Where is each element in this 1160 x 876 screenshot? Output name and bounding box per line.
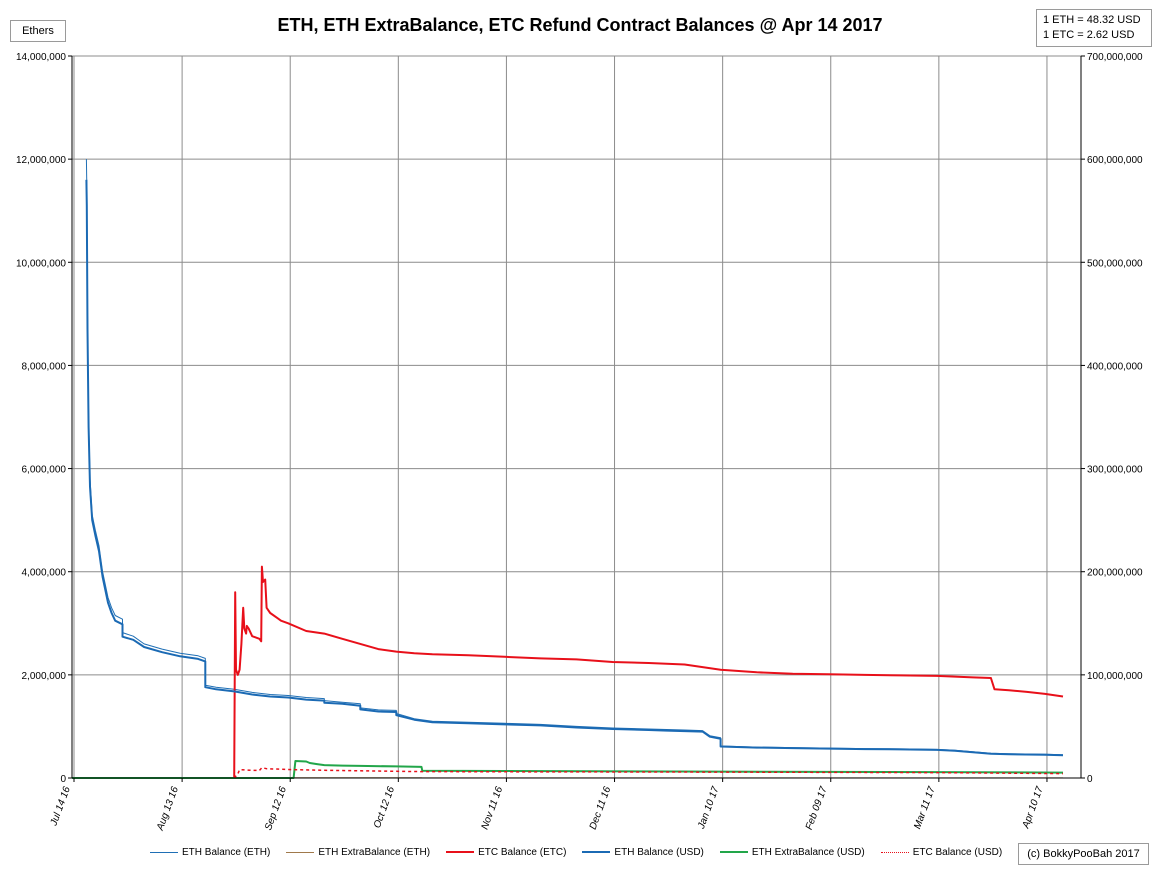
y-right-tick-label: 0 xyxy=(1087,774,1093,785)
legend-swatch xyxy=(880,851,909,853)
y-left-tick-label: 0 xyxy=(60,774,66,785)
eth-rate-text: 1 ETH = 48.32 USD xyxy=(1043,14,1141,26)
etc-rate-text: 1 ETC = 2.62 USD xyxy=(1043,29,1135,41)
legend-item: ETC Balance (USD) xyxy=(880,844,1003,860)
y-left-tick-label: 10,000,000 xyxy=(16,258,66,269)
legend-label: ETH Balance (USD) xyxy=(614,846,704,858)
legend-item: ETH Balance (ETH) xyxy=(150,844,270,860)
x-tick-label: Dec 11 16 xyxy=(588,785,614,831)
y-right-tick-label: 600,000,000 xyxy=(1087,155,1143,166)
series-line-6 xyxy=(233,766,1064,779)
y-right-tick-label: 100,000,000 xyxy=(1087,671,1143,682)
x-tick-label: Sep 12 16 xyxy=(263,785,289,832)
legend-item: ETH ExtraBalance (USD) xyxy=(719,844,865,860)
x-tick-label: Oct 12 16 xyxy=(372,785,397,830)
x-tick-label: Feb 09 17 xyxy=(804,785,830,831)
legend-label: ETH Balance (ETH) xyxy=(182,846,271,858)
legend-swatch xyxy=(582,851,611,853)
y-axis-left-ticks: 0 2,000,000 4,000,000 6,000,000 8,000,000 10,… xyxy=(16,52,67,785)
legend-swatch xyxy=(150,851,178,853)
y-left-tick-label: 12,000,000 xyxy=(16,155,66,166)
x-tick-label: Mar 11 17 xyxy=(912,785,938,831)
series-line-1 xyxy=(85,159,1064,756)
x-axis-ticks: Jul 14 16 Aug 13 16 Sep 12 16 Oct 12 16 Nov … xyxy=(48,785,1046,833)
y-right-tick-label: 400,000,000 xyxy=(1087,361,1143,372)
y-right-tick-label: 500,000,000 xyxy=(1087,258,1143,269)
chart-legend: ETH Balance (ETH) ETH ExtraBalance (ETH) E… xyxy=(150,844,1018,860)
y-axis-right-ticks: 0 100,000,000 200,000,000 300,000,000 400,00… xyxy=(1087,52,1143,785)
y-right-tick-label: 700,000,000 xyxy=(1087,52,1143,63)
y-right-tick-label: 300,000,000 xyxy=(1087,465,1143,476)
y-left-tick-label: 6,000,000 xyxy=(22,465,67,476)
x-tick-label: Jan 10 17 xyxy=(696,785,722,831)
axes xyxy=(68,55,1085,782)
y-left-tick-label: 8,000,000 xyxy=(22,361,67,372)
y-axis-unit-label: Ethers xyxy=(10,20,66,42)
legend-item: ETH ExtraBalance (ETH) xyxy=(286,844,430,860)
y-left-tick-label: 4,000,000 xyxy=(22,568,67,579)
series-line-4 xyxy=(85,179,1064,757)
legend-label: ETH ExtraBalance (ETH) xyxy=(318,846,431,858)
legend-label: ETC Balance (USD) xyxy=(912,846,1003,858)
legend-item: ETH Balance (USD) xyxy=(582,844,704,860)
x-tick-label: Apr 10 17 xyxy=(1020,785,1046,831)
y-left-tick-label: 14,000,000 xyxy=(16,52,66,63)
y-right-tick-label: 200,000,000 xyxy=(1087,568,1143,579)
exchange-rate-box: 1 ETH = 48.32 USD 1 ETC = 2.62 USD xyxy=(1036,9,1152,47)
legend-swatch xyxy=(446,851,475,853)
legend-label: ETH ExtraBalance (USD) xyxy=(751,846,865,858)
gridlines xyxy=(72,55,1081,779)
credit-label: (c) BokkyPooBah 2017 xyxy=(1018,843,1149,865)
legend-swatch xyxy=(719,851,748,853)
legend-label: ETC Balance (ETC) xyxy=(478,846,567,858)
legend-swatch xyxy=(286,851,315,853)
legend-item: ETC Balance (ETC) xyxy=(446,844,566,860)
y-left-tick-label: 2,000,000 xyxy=(22,671,67,682)
x-tick-label: Nov 11 16 xyxy=(480,785,506,831)
series-line-5 xyxy=(72,760,1064,779)
chart-title: ETH, ETH ExtraBalance, ETC Refund Contra… xyxy=(277,15,883,35)
x-tick-label: Jul 14 16 xyxy=(48,785,73,828)
x-tick-label: Aug 13 16 xyxy=(155,785,181,833)
series-line-3 xyxy=(233,565,1064,779)
